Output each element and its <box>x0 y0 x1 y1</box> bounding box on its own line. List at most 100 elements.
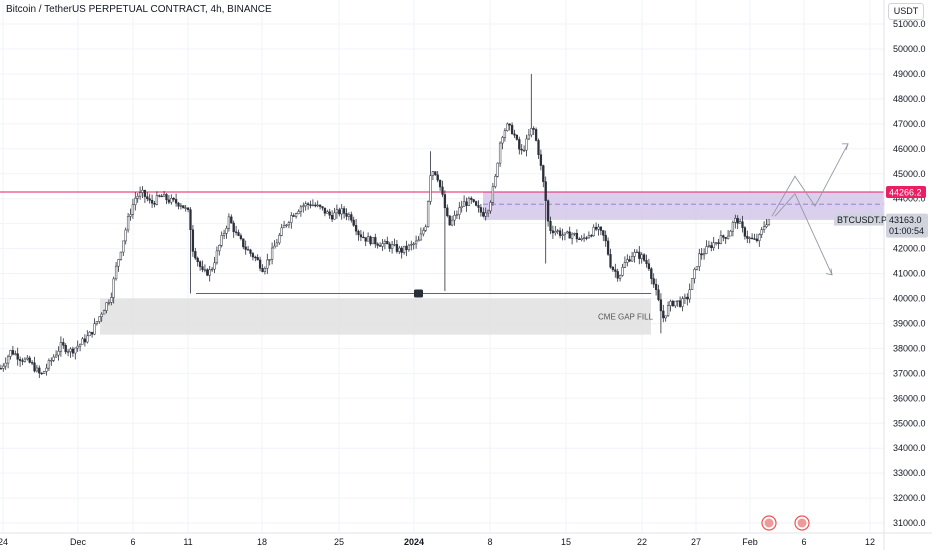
candle <box>102 309 106 315</box>
candle-body <box>477 205 480 208</box>
candle-body <box>316 204 319 207</box>
candle <box>431 170 435 181</box>
currency-button[interactable]: USDT <box>888 3 924 20</box>
candle <box>52 354 55 363</box>
candle-body <box>345 213 348 217</box>
candle <box>654 278 658 296</box>
candle-body <box>594 226 598 230</box>
candle-body <box>741 221 744 228</box>
candle-body <box>602 230 605 236</box>
candle-body <box>542 165 545 182</box>
candle-body <box>446 207 449 217</box>
candle-body <box>522 149 526 152</box>
candle-body <box>206 269 209 276</box>
candle <box>167 195 171 205</box>
candle <box>417 236 420 242</box>
candle <box>746 230 749 244</box>
candle <box>604 230 607 247</box>
candle-body <box>129 214 132 217</box>
candle <box>62 338 65 349</box>
candle <box>83 334 87 347</box>
candle-body <box>405 245 408 250</box>
candle-body <box>244 246 247 250</box>
candle-body <box>578 238 581 240</box>
price-tick-label: 32000.0 <box>893 493 926 503</box>
candle <box>426 200 430 228</box>
candle <box>40 372 43 375</box>
candle <box>467 196 471 206</box>
candle <box>544 176 547 264</box>
candle <box>758 233 761 247</box>
candle-body <box>282 225 286 229</box>
resistance-price-label: 44266.2 <box>889 188 922 198</box>
candle <box>371 237 375 245</box>
candle-body <box>4 362 7 367</box>
candle <box>390 240 394 254</box>
candle <box>153 200 156 208</box>
candle <box>755 233 759 243</box>
candle-body <box>712 242 715 249</box>
candle <box>551 225 555 239</box>
candle <box>611 265 615 272</box>
candle-body <box>755 238 759 241</box>
candle-body <box>376 243 379 246</box>
candle <box>450 215 454 227</box>
candle <box>93 318 96 336</box>
candle <box>232 220 235 238</box>
candle <box>762 221 766 233</box>
candle-body <box>174 199 178 204</box>
candle <box>69 347 72 358</box>
candle-body <box>580 238 583 240</box>
candle-body <box>518 139 521 150</box>
candle <box>186 207 190 213</box>
candle <box>556 229 559 235</box>
candle-body <box>338 209 341 215</box>
candle-body <box>374 237 377 245</box>
candle <box>76 340 79 352</box>
candle <box>386 236 389 245</box>
candle <box>357 229 360 241</box>
candle <box>239 233 243 241</box>
candle <box>321 206 324 211</box>
candle <box>345 208 348 221</box>
candle-body <box>453 215 456 221</box>
candle <box>700 248 703 260</box>
candle-body <box>506 123 509 131</box>
candle-body <box>707 245 711 247</box>
candle-body <box>678 300 682 307</box>
candle-body <box>743 227 747 237</box>
candle <box>760 227 763 239</box>
candle <box>712 236 715 251</box>
candle-body <box>232 222 235 233</box>
candle <box>134 191 137 211</box>
candle <box>515 134 519 141</box>
candle <box>671 299 675 307</box>
candle-body <box>273 245 276 249</box>
candle-body <box>474 201 478 206</box>
candle-body <box>66 351 70 353</box>
candle-body <box>69 348 72 352</box>
candle-body <box>642 254 646 261</box>
candle-body <box>86 335 89 343</box>
candle <box>462 195 466 207</box>
candle <box>702 248 706 260</box>
candle <box>532 126 535 136</box>
candle <box>616 268 619 282</box>
candle-body <box>532 128 535 130</box>
time-tick-label: 12 <box>865 537 875 547</box>
time-tick-label: 15 <box>561 537 571 547</box>
candle <box>143 189 147 203</box>
candle-body <box>292 215 295 217</box>
candle-body <box>470 197 473 200</box>
time-tick-label: 6 <box>801 537 806 547</box>
candle <box>150 194 154 208</box>
price-tick-label: 36000.0 <box>893 393 926 403</box>
candle <box>597 223 600 236</box>
candle-body <box>647 263 651 270</box>
candle <box>366 232 370 242</box>
candle-body <box>378 245 382 247</box>
candle <box>400 246 403 259</box>
candle <box>638 246 641 265</box>
